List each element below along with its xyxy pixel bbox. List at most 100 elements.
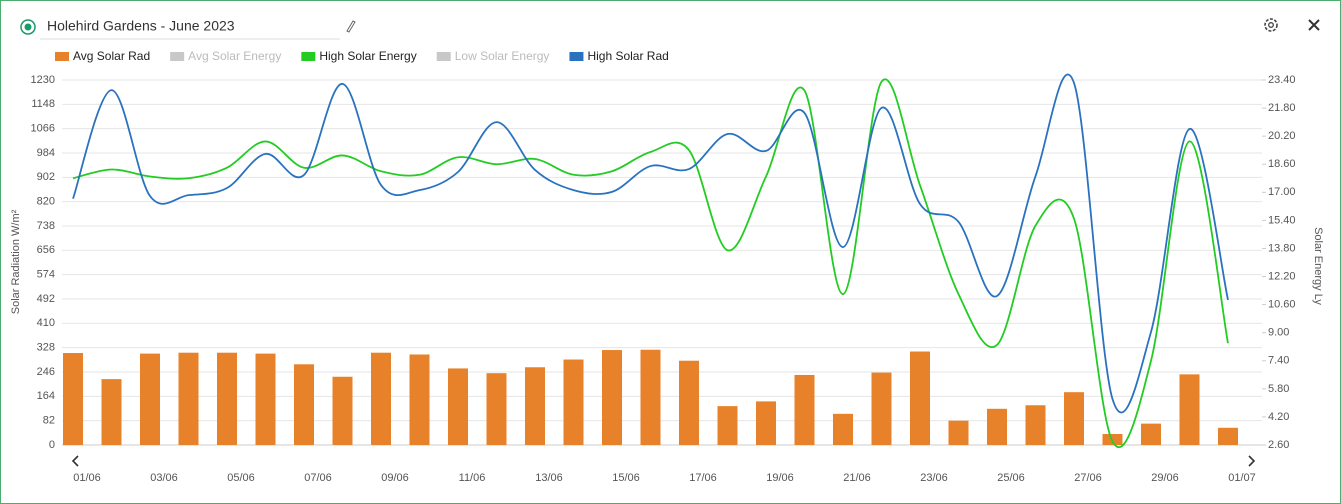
y-tick-label: 984 [37, 147, 55, 159]
x-tick-label: 19/06 [766, 472, 794, 484]
y-tick-label: 164 [37, 390, 55, 402]
legend-label: Avg Solar Energy [188, 49, 281, 63]
bar [332, 376, 353, 445]
y2-tick-label: 18.60 [1268, 158, 1296, 170]
y-tick-label: 0 [49, 439, 55, 451]
bar [1179, 374, 1200, 445]
bar [987, 408, 1007, 445]
x-tick-label: 25/06 [997, 472, 1025, 484]
y-tick-label: 410 [37, 317, 55, 329]
y2-tick-label: 4.20 [1268, 411, 1289, 423]
y-tick-label: 328 [37, 342, 55, 354]
y2-tick-label: 23.40 [1268, 74, 1296, 86]
bar [101, 379, 122, 445]
y-tick-label: 1148 [31, 98, 55, 110]
bar [717, 406, 738, 445]
scroll-right[interactable] [1248, 455, 1256, 467]
settings-icon[interactable] [1264, 18, 1278, 32]
legend-label: High Solar Energy [319, 49, 416, 63]
legend-label: High Solar Rad [587, 49, 668, 63]
x-tick-label: 15/06 [612, 472, 640, 484]
bar [679, 360, 699, 445]
bar [1141, 423, 1161, 445]
y-tick-label: 1066 [31, 123, 55, 135]
line [72, 73, 1229, 414]
bar [255, 353, 276, 445]
bar [833, 413, 853, 445]
x-tick-label: 29/06 [1151, 472, 1179, 484]
edit-icon[interactable] [346, 20, 356, 33]
legend-swatch [301, 52, 316, 61]
bar [525, 367, 545, 445]
x-tick-label: 13/06 [535, 472, 563, 484]
bar [563, 359, 584, 445]
bar [294, 364, 314, 445]
bar [1218, 427, 1238, 445]
x-tick-label: 11/06 [459, 472, 486, 484]
x-tick-label: 27/06 [1074, 472, 1102, 484]
bar [371, 352, 391, 445]
bar [63, 353, 83, 445]
bar [486, 373, 507, 445]
y2-tick-label: 5.80 [1268, 383, 1289, 395]
y2-tick-label: 12.20 [1268, 270, 1296, 282]
legend-label: Low Solar Energy [455, 49, 550, 63]
y2-tick-label: 7.40 [1268, 355, 1289, 367]
bar [602, 350, 622, 445]
bar [409, 354, 430, 445]
bar [794, 374, 815, 445]
bar [910, 351, 930, 445]
bar [640, 349, 661, 445]
bar [178, 352, 199, 445]
y2-tick-label: 9.00 [1268, 327, 1289, 339]
y-tick-label: 492 [37, 293, 55, 305]
x-tick-label: 01/06 [73, 472, 101, 484]
close-icon[interactable] [1308, 19, 1320, 31]
legend-swatch [436, 52, 451, 61]
legend-label: Avg Solar Rad [73, 49, 150, 63]
y-axis-title: Solar Radiation W/m² [10, 209, 22, 314]
bar [217, 352, 237, 445]
legend-swatch [170, 52, 185, 61]
y2-tick-label: 2.60 [1268, 439, 1289, 451]
y2-tick-label: 17.00 [1268, 186, 1296, 198]
bar [948, 420, 969, 445]
x-tick-label: 07/06 [304, 472, 332, 484]
y2-tick-label: 13.80 [1268, 242, 1296, 254]
x-tick-label: 17/06 [689, 472, 717, 484]
bar [756, 401, 776, 445]
y2-axis-title: Solar Energy Ly [1312, 227, 1324, 305]
y2-tick-label: 20.20 [1268, 130, 1296, 142]
y2-tick-label: 21.80 [1268, 102, 1296, 114]
y-tick-label: 82 [43, 415, 55, 427]
legend-swatch [55, 52, 69, 61]
bar [1025, 405, 1046, 445]
x-tick-label: 23/06 [920, 472, 948, 484]
bar [1064, 392, 1084, 445]
chart-title: Holehird Gardens - June 2023 [47, 18, 235, 34]
x-tick-label: 09/06 [381, 472, 409, 484]
y-tick-label: 820 [37, 196, 55, 208]
y-tick-label: 246 [37, 366, 55, 378]
status-dot [24, 23, 32, 31]
bar [140, 353, 160, 445]
y2-tick-label: 15.40 [1268, 214, 1296, 226]
y-tick-label: 656 [37, 244, 55, 256]
x-tick-label: 01/07 [1228, 472, 1256, 484]
scroll-left[interactable] [71, 455, 79, 467]
y-tick-label: 738 [37, 220, 55, 232]
y-tick-label: 902 [37, 171, 55, 183]
y-tick-label: 574 [37, 269, 55, 281]
y2-tick-label: 10.60 [1268, 299, 1296, 311]
x-tick-label: 05/06 [227, 472, 255, 484]
y-tick-label: 1230 [31, 74, 55, 86]
bar [871, 372, 892, 445]
x-tick-label: 21/06 [843, 472, 871, 484]
line [72, 78, 1229, 449]
x-tick-label: 03/06 [150, 472, 178, 484]
legend-swatch [569, 52, 584, 61]
bar [448, 368, 468, 445]
